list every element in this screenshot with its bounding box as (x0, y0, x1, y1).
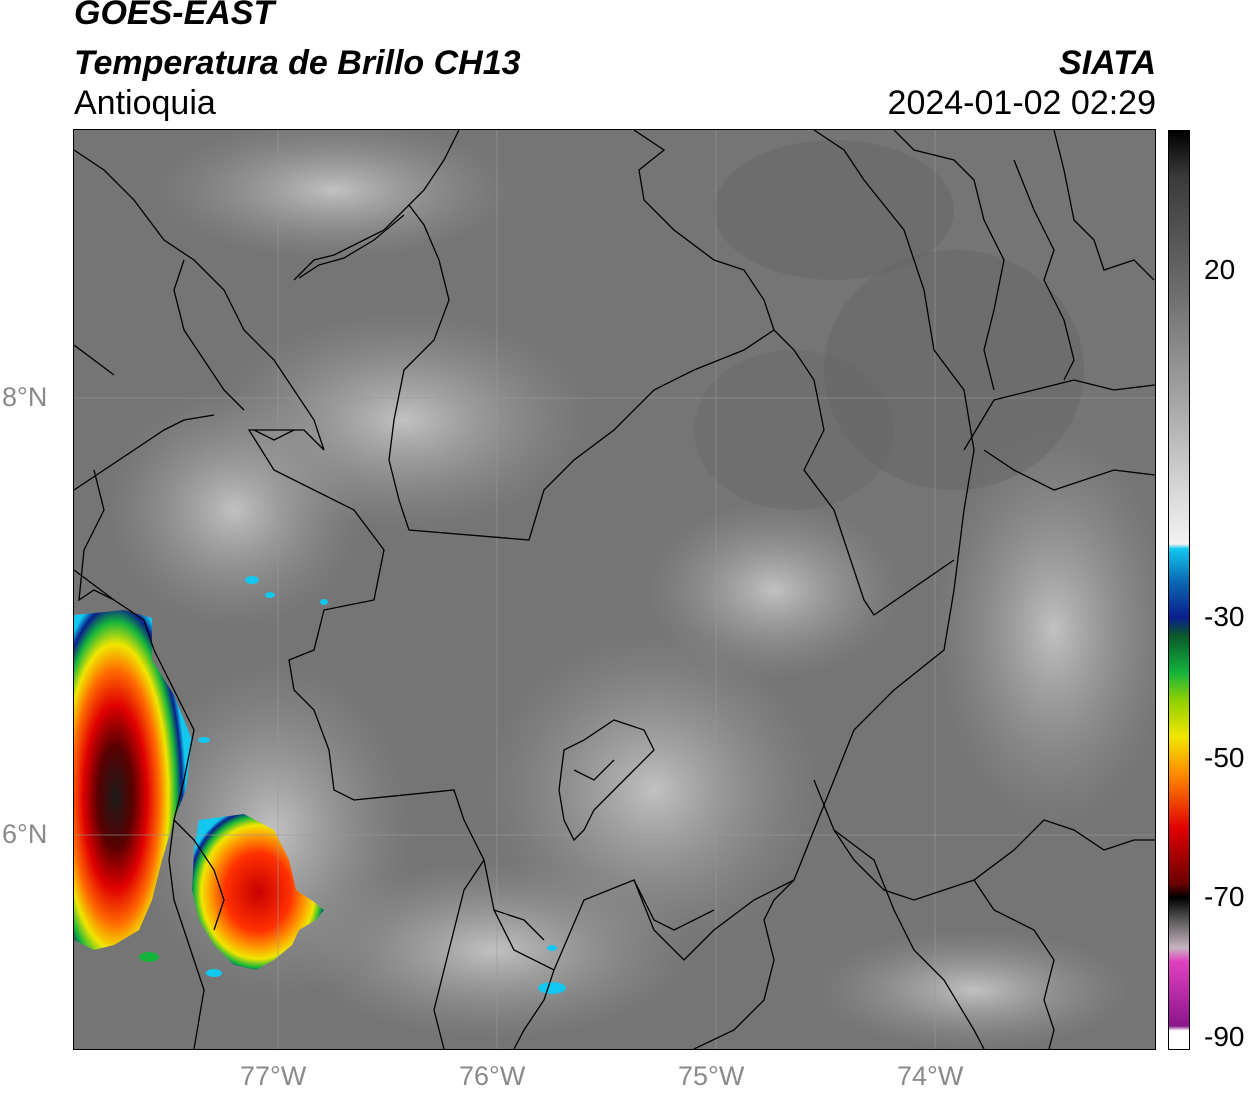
colorbar-tick-minus30: -30 (1204, 601, 1245, 632)
colorbar-tick-20: 20 (1204, 254, 1236, 285)
colorbar-tick-minus50: -50 (1204, 742, 1245, 773)
lat-tick-6n: 6°N (2, 819, 48, 849)
colorbar-tick-minus90: -90 (1204, 1021, 1245, 1052)
boundary-lines (74, 130, 1155, 1049)
datetime-label: 2024-01-02 02:29 (887, 84, 1156, 122)
temperature-colorbar (1168, 130, 1190, 1050)
lat-tick-8n: 8°N (2, 382, 48, 412)
organization-label: SIATA (1059, 44, 1156, 82)
product-title: Temperatura de Brillo CH13 (74, 44, 521, 82)
lon-tick-77w: 77°W (240, 1061, 307, 1091)
satellite-title: GOES-EAST (74, 0, 275, 32)
region-label: Antioquia (74, 84, 216, 122)
satellite-map[interactable] (73, 129, 1156, 1050)
lon-tick-74w: 74°W (897, 1061, 964, 1091)
lon-tick-76w: 76°W (459, 1061, 526, 1091)
storm-cells (74, 576, 566, 994)
graticule (74, 130, 1155, 1049)
colorbar-tick-minus70: -70 (1204, 881, 1245, 912)
lon-tick-75w: 75°W (678, 1061, 745, 1091)
cloud-texture (104, 130, 1155, 1049)
